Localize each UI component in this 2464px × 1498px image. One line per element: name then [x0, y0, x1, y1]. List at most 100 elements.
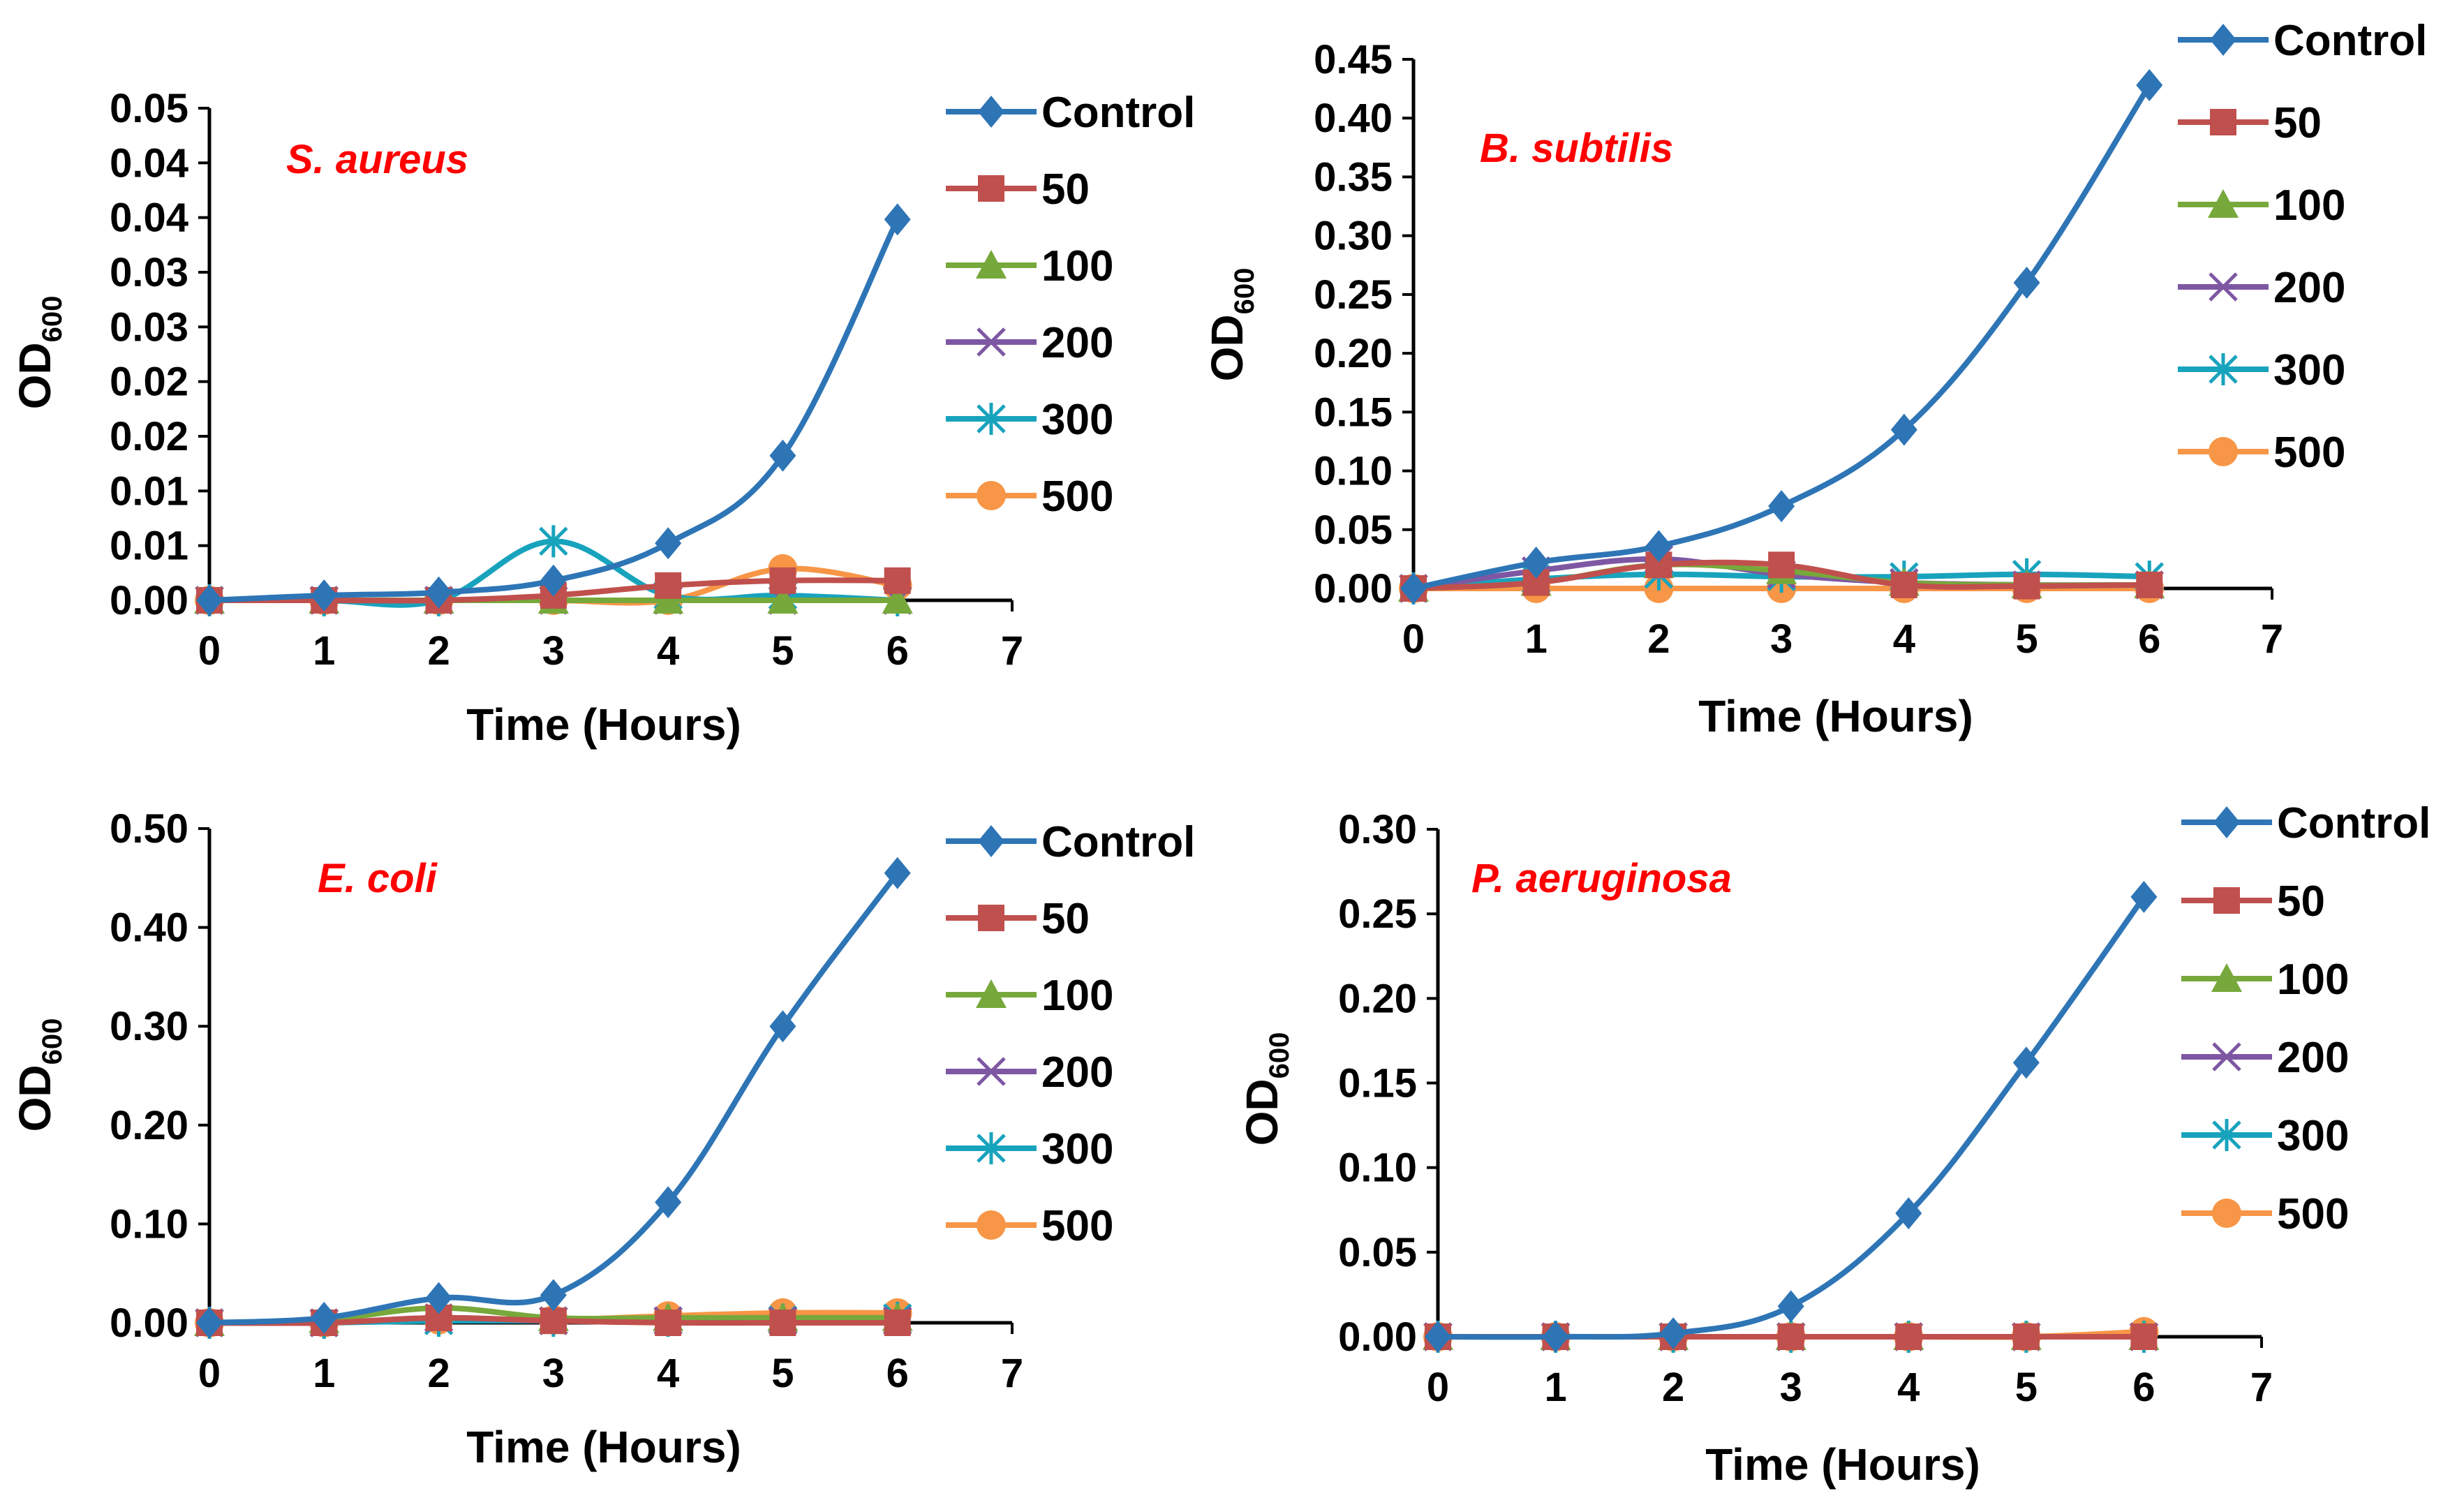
- chart-e-coli: 0.00 0.10 0.20 0.30 0.40 0.50 0 1 2 3 4 5 6 7 Time (Ho…: [10, 806, 1195, 1472]
- y-tick-label: 0.00: [110, 1300, 188, 1346]
- y-tick-label: 0.10: [110, 1201, 188, 1247]
- data-point-control: [1777, 1290, 1804, 1323]
- x-tick-label: 3: [542, 1351, 565, 1396]
- x-tick-label: 1: [1544, 1365, 1566, 1410]
- data-point-control: [1400, 572, 1427, 605]
- legend-label-50: 50: [2273, 99, 2322, 147]
- legend-item-300: 300: [946, 396, 1113, 444]
- data-point-control: [196, 584, 223, 616]
- y-tick-label: 0.20: [110, 1103, 188, 1148]
- x-tick-label: 4: [657, 1351, 679, 1396]
- data-point-control: [2136, 69, 2163, 102]
- x-tick-label: 2: [1662, 1365, 1684, 1410]
- legend-marker-control: [978, 825, 1004, 857]
- legend-label-100: 100: [2277, 956, 2349, 1004]
- y-axis-title-subscript: 600: [37, 296, 68, 343]
- legend: Control 50 100 200 300 500: [946, 89, 1195, 521]
- data-point-50: [1890, 571, 1917, 598]
- data-point-control: [1660, 1317, 1687, 1350]
- y-axis-title-subscript: 600: [1264, 1032, 1295, 1079]
- y-tick-label: 0.10: [1338, 1145, 1417, 1191]
- legend-marker-500: [977, 481, 1006, 510]
- x-tick-label: 4: [657, 628, 679, 674]
- y-axis-title-main: OD: [1202, 314, 1252, 381]
- species-title: B. subtilis: [1480, 126, 1673, 171]
- data-point-50: [655, 1310, 682, 1336]
- legend-item-200: 200: [946, 319, 1113, 367]
- x-tick-label: 1: [1525, 616, 1548, 662]
- legend-marker-200: [2212, 1042, 2241, 1071]
- y-tick-label: 0.01: [110, 524, 188, 569]
- legend-marker-300: [2212, 1119, 2241, 1151]
- x-tick-label: 6: [886, 628, 909, 674]
- legend-marker-50: [978, 905, 1004, 931]
- legend-item-50: 50: [2178, 99, 2322, 147]
- species-title: S. aureus: [286, 137, 468, 182]
- y-tick-label: 0.25: [1314, 272, 1393, 318]
- legend-item-500: 500: [946, 1202, 1113, 1250]
- x-tick-label: 4: [1897, 1365, 1920, 1410]
- data-point-50: [2013, 572, 2040, 600]
- legend-item-control: Control: [2181, 799, 2430, 847]
- data-point-50: [769, 567, 796, 594]
- x-axis-title: Time (Hours): [466, 1422, 741, 1472]
- y-axis-title: OD600: [10, 296, 68, 410]
- chart-b-subtilis: 0.00 0.05 0.10 0.15 0.20 0.25 0.30 0.35 0.40 0.45…: [1202, 17, 2427, 741]
- y-tick-label: 0.15: [1338, 1061, 1417, 1106]
- legend-label-control: Control: [2273, 17, 2427, 65]
- legend-item-200: 200: [2178, 264, 2345, 312]
- data-point-control: [540, 1279, 567, 1312]
- data-point-50: [1895, 1323, 1922, 1350]
- x-tick-label: 3: [1770, 616, 1793, 662]
- x-tick-label: 7: [2250, 1365, 2273, 1410]
- y-tick-label: 0.05: [1338, 1230, 1417, 1275]
- x-axis-title: Time (Hours): [1698, 691, 1973, 741]
- y-axis-title-main: OD: [10, 1065, 60, 1132]
- legend-marker-500: [2209, 437, 2238, 466]
- legend-label-control: Control: [2277, 799, 2430, 847]
- y-tick-label: 0.30: [1338, 807, 1417, 852]
- legend-label-500: 500: [2277, 1190, 2349, 1238]
- y-tick-label: 0.20: [1314, 331, 1393, 376]
- y-axis-title: OD600: [1202, 268, 1260, 382]
- x-tick-label: 3: [1780, 1365, 1802, 1410]
- data-point-control: [425, 576, 452, 609]
- data-point-control: [311, 579, 338, 611]
- legend-marker-300: [2209, 353, 2238, 385]
- x-tick-label: 7: [2261, 616, 2283, 662]
- series-control: [1425, 880, 2158, 1353]
- legend-marker-200: [977, 327, 1006, 357]
- x-tick-label: 0: [198, 628, 221, 674]
- y-tick-label: 0.10: [1314, 449, 1393, 494]
- y-tick-label: 0.50: [110, 806, 188, 852]
- data-point-50: [540, 1307, 567, 1335]
- legend: Control 50 100 200 300 500: [2181, 799, 2430, 1238]
- data-point-control: [2013, 267, 2040, 299]
- data-point-control: [1542, 1321, 1569, 1353]
- y-tick-label: 0.40: [110, 905, 188, 951]
- legend-item-300: 300: [2178, 346, 2345, 394]
- legend-marker-control: [978, 96, 1004, 128]
- data-point-control: [1895, 1197, 1922, 1230]
- data-point-control: [655, 1186, 682, 1219]
- x-tick-label: 1: [313, 628, 335, 674]
- legend-label-300: 300: [2273, 346, 2345, 394]
- legend-item-500: 500: [2178, 429, 2345, 477]
- x-tick-label: 3: [542, 628, 565, 674]
- data-point-50: [2130, 1323, 2158, 1350]
- y-axis-title: OD600: [10, 1018, 68, 1132]
- legend-item-control: Control: [946, 89, 1195, 137]
- legend-marker-control: [2213, 806, 2240, 838]
- x-tick-label: 2: [427, 1351, 450, 1396]
- legend-item-200: 200: [2181, 1034, 2349, 1082]
- legend-marker-100: [2208, 189, 2239, 218]
- chart-s-aureus: 0.00 0.01 0.01 0.02 0.02 0.03 0.03 0.04 0.04 0.05…: [10, 86, 1195, 750]
- data-point-50: [2012, 1323, 2040, 1350]
- legend-label-300: 300: [1041, 396, 1113, 444]
- legend-marker-control: [2210, 24, 2236, 56]
- x-axis-title: Time (Hours): [466, 699, 741, 750]
- y-tick-label: 0.04: [110, 140, 188, 186]
- legend-item-100: 100: [946, 242, 1113, 290]
- chart-p-aeruginosa: 0.00 0.05 0.10 0.15 0.20 0.25 0.30 0 1 2 3 4 5 6 7 Time…: [1237, 799, 2430, 1490]
